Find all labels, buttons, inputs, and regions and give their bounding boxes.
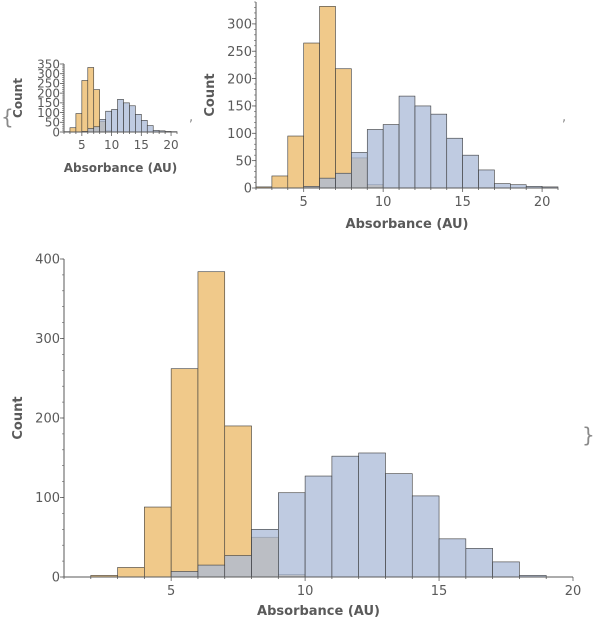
histogram-bar-orange [87,67,95,133]
histogram-bar-blue [278,492,306,578]
histogram-bar-blue [411,495,440,578]
histogram-bar-blue [135,114,142,133]
y-tick-label: 0 [52,571,60,586]
list-close-brace: } [582,423,593,447]
histogram-bar-blue [170,571,199,578]
x-tick-label: 20 [163,138,178,152]
histogram-bar-blue [331,455,359,578]
histogram-bar-orange [319,6,336,189]
histogram-bar-orange [287,135,304,189]
list-separator-comma: , [562,110,566,125]
x-tick-label: 10 [297,584,314,599]
y-tick-label: 100 [37,106,60,120]
histogram-bar-orange [117,567,145,578]
histogram-bar-blue [117,99,124,133]
histogram-bar-blue [335,172,352,189]
list-open-brace: { [1,105,14,129]
histogram-bar-orange [197,271,226,578]
y-tick-label: 50 [45,116,60,130]
histogram-bar-blue [123,102,130,133]
x-tick-label: 20 [534,195,551,210]
y-tick-label: 100 [227,127,252,142]
histogram-bar-orange [224,425,252,578]
y-tick-label: 300 [35,332,60,347]
histogram-bar-blue [385,473,413,578]
y-tick-label: 250 [37,77,60,91]
histogram-bar-blue [465,548,493,578]
histogram-bar-orange [93,89,100,133]
x-axis-title: Absorbance (AU) [257,604,380,619]
x-tick-label: 15 [454,195,471,210]
x-tick-label: 5 [167,584,175,599]
y-tick-label: 200 [227,72,252,87]
y-tick-label: 100 [35,491,60,506]
y-tick-label: 0 [244,182,252,197]
histogram-bar-blue [414,105,432,189]
histogram-bar-orange [170,368,199,578]
y-tick-label: 300 [227,18,252,33]
histogram-bar-orange [144,506,172,578]
y-tick-label: 200 [35,412,60,427]
y-axis-title: Count [203,73,218,116]
x-axis-title: Absorbance (AU) [64,161,177,175]
histogram-bar-blue [105,110,112,133]
histogram-bar-blue [87,128,95,133]
x-tick-label: 5 [300,195,308,210]
y-tick-label: 50 [235,154,252,169]
histogram-bar-orange [81,80,89,133]
histogram-bar-blue [382,124,400,189]
histogram-bar-blue [141,120,148,133]
list-separator-comma: , [189,110,193,125]
histogram-bar-blue [398,95,416,189]
histogram-bar-blue [224,555,252,578]
histogram-bar-blue [351,152,368,189]
y-tick-label: 0 [52,125,60,139]
histogram-bar-blue [478,169,495,189]
histogram-bar-blue [304,475,333,578]
histogram-bar-blue [111,109,118,133]
histogram-bar-blue [319,177,336,189]
y-tick-label: 400 [35,253,60,268]
y-axis-title: Count [11,396,26,439]
histogram-bar-blue [197,564,226,578]
x-tick-label: 5 [78,138,86,152]
y-tick-label: 350 [37,57,60,71]
histogram-bar-orange [335,68,352,189]
x-tick-label: 10 [104,138,119,152]
histogram-bar-orange [69,127,77,133]
x-tick-label: 10 [375,195,392,210]
y-tick-label: 250 [227,45,252,60]
histogram-bar-blue [93,126,100,133]
y-tick-label: 150 [227,100,252,115]
histogram-bar-blue [492,561,520,578]
y-tick-label: 200 [37,86,60,100]
histogram-bar-blue [251,528,279,578]
histogram-bar-blue [462,154,479,189]
x-tick-label: 15 [134,138,149,152]
histogram-bar-blue [146,125,154,133]
histogram-bar-blue [358,452,386,578]
histogram-bar-blue [99,119,106,133]
histogram-bar-blue [129,105,136,133]
histogram-bar-blue [446,137,463,189]
histogram-bar-orange [271,175,289,189]
y-tick-label: 300 [37,67,60,81]
x-tick-label: 15 [431,584,448,599]
histogram-bar-blue [430,113,448,189]
histogram-bar-blue [366,129,384,189]
x-axis-title: Absorbance (AU) [346,217,469,232]
histogram-bar-blue [438,538,467,578]
histogram-bar-orange [303,42,320,189]
y-tick-label: 150 [37,96,60,110]
x-tick-label: 20 [565,584,582,599]
histogram-bar-orange [75,113,83,133]
y-axis-title: Count [11,78,25,118]
histogram-bar-blue [494,183,511,189]
